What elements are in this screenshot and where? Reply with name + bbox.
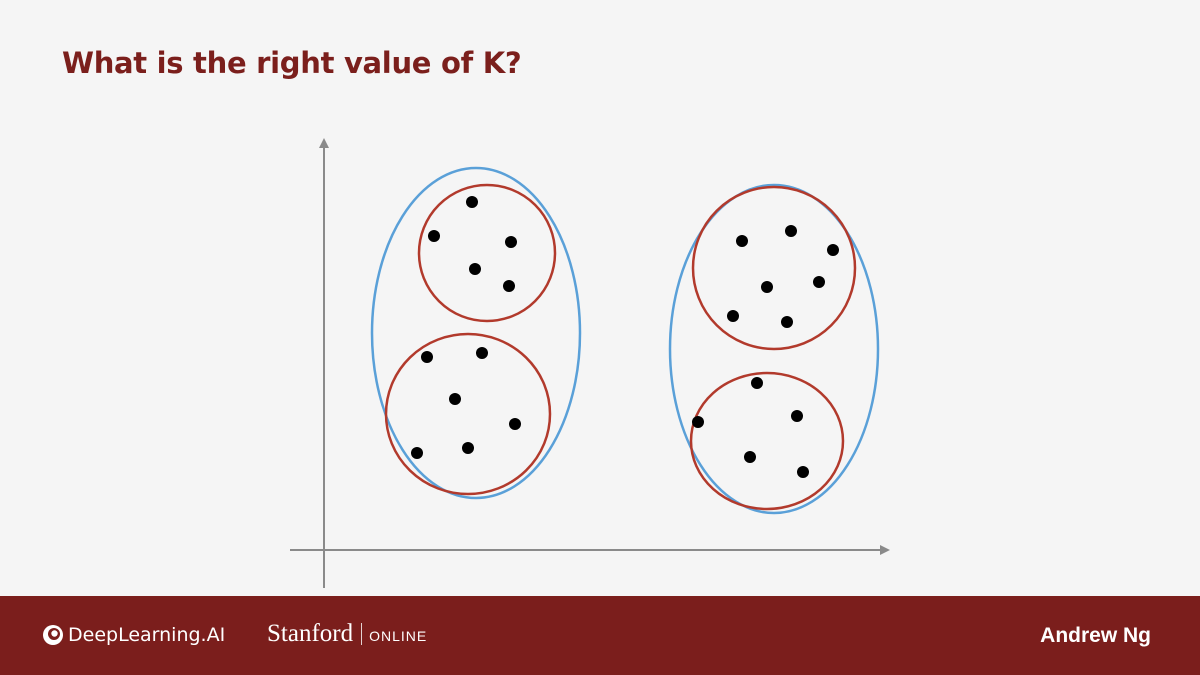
presenter-name: Andrew Ng (1040, 624, 1151, 647)
points-left-bottom (411, 347, 521, 459)
data-point (827, 244, 839, 256)
data-point (692, 416, 704, 428)
footer-bar: DeepLearning.AI Stanford ONLINE Andrew N… (0, 596, 1200, 675)
data-point (449, 393, 461, 405)
inner-cluster-left-top (417, 183, 557, 323)
data-point (791, 410, 803, 422)
data-point (761, 281, 773, 293)
data-point (813, 276, 825, 288)
inner-cluster-left-bottom (384, 332, 552, 496)
deeplearning-logo-text: DeepLearning.AI (68, 624, 226, 646)
data-point (411, 447, 423, 459)
data-point (727, 310, 739, 322)
data-point (421, 351, 433, 363)
outer-cluster-right (668, 183, 880, 515)
points-left-top (428, 196, 517, 292)
online-logo-text: ONLINE (369, 628, 428, 644)
data-point (505, 236, 517, 248)
points-right-bottom (692, 377, 809, 478)
logo-divider (361, 623, 363, 645)
data-point (503, 280, 515, 292)
outer-cluster-left (370, 166, 582, 500)
stanford-online-logo: Stanford ONLINE (267, 620, 427, 648)
inner-cluster-right-bottom (689, 371, 845, 511)
data-point (509, 418, 521, 430)
data-point (469, 263, 481, 275)
data-point (476, 347, 488, 359)
data-point (781, 316, 793, 328)
inner-cluster-right-top (691, 185, 857, 351)
points-right-top (727, 225, 839, 328)
data-point (466, 196, 478, 208)
data-point (744, 451, 756, 463)
data-point (751, 377, 763, 389)
data-point (736, 235, 748, 247)
deeplearning-logo-icon (43, 625, 63, 645)
data-point (785, 225, 797, 237)
clustering-diagram (290, 138, 890, 588)
data-point (462, 442, 474, 454)
stanford-logo-text: Stanford (267, 620, 354, 647)
data-point (797, 466, 809, 478)
data-point (428, 230, 440, 242)
deeplearning-ai-logo: DeepLearning.AI (42, 624, 225, 646)
slide-title: What is the right value of K? (62, 46, 522, 80)
